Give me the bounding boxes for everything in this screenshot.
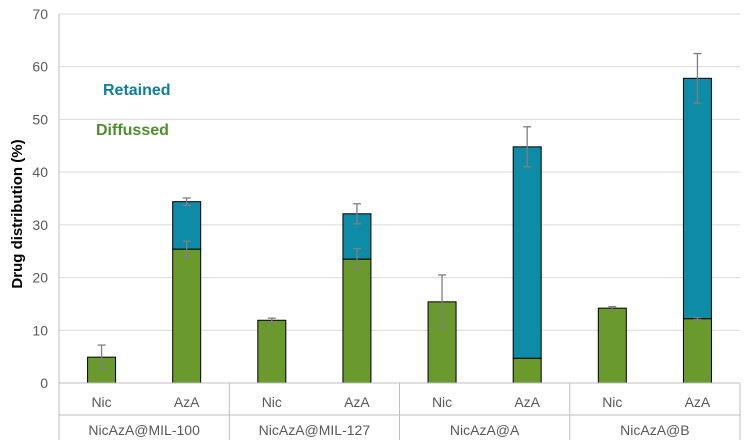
y-tick-label: 0: [40, 375, 48, 391]
legend-label-diffussed: Diffussed: [96, 122, 169, 139]
bar-diffussed: [257, 319, 287, 384]
y-axis-ticks: 0 10 20 30 40 50 60 70: [32, 6, 48, 391]
legend: Retained Diffussed: [96, 82, 171, 139]
y-tick-label: 20: [32, 270, 48, 286]
x-tick-label: AzA: [685, 394, 711, 410]
bar-diffussed: [172, 248, 202, 384]
y-axis-label: Drug distribution (%): [9, 139, 26, 288]
error-bars: [97, 52, 702, 370]
bar-diffussed: [597, 307, 627, 384]
group-label: NicAzA@MIL-100: [88, 422, 200, 438]
bar-retained: [682, 77, 712, 320]
x-tick-label: AzA: [344, 394, 370, 410]
bar-diffussed: [342, 258, 372, 384]
y-tick-label: 50: [32, 111, 48, 127]
group-label: NicAzA@MIL-127: [259, 422, 371, 438]
group-label: NicAzA@A: [450, 422, 520, 438]
x-tick-label: Nic: [602, 394, 622, 410]
y-tick-label: 40: [32, 164, 48, 180]
group-label: NicAzA@B: [620, 422, 689, 438]
y-tick-label: 60: [32, 59, 48, 75]
x-tick-label: AzA: [174, 394, 200, 410]
gridlines: [59, 13, 740, 331]
x-tick-label: Nic: [262, 394, 282, 410]
y-tick-label: 30: [32, 217, 48, 233]
bar-diffussed: [512, 357, 542, 384]
x-axis: Nic AzA Nic AzA Nic AzA Nic AzA NicAzA@MIL-100 Ni…: [58, 14, 741, 440]
x-tick-label: AzA: [514, 394, 540, 410]
y-tick-label: 70: [32, 6, 48, 22]
bar-diffussed: [682, 318, 712, 384]
x-tick-label: Nic: [432, 394, 452, 410]
y-tick-label: 10: [32, 322, 48, 338]
bars: [87, 77, 712, 384]
x-tick-label: Nic: [91, 394, 111, 410]
bar-retained: [512, 146, 542, 359]
legend-label-retained: Retained: [103, 82, 171, 99]
